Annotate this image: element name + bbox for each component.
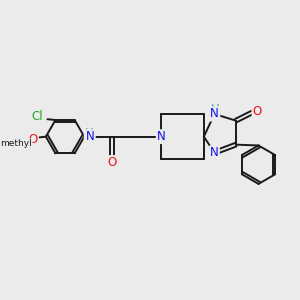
Text: Cl: Cl [32,110,44,123]
Text: N: N [86,130,95,143]
Text: N: N [157,130,166,143]
Text: methyl: methyl [0,139,32,148]
Text: H: H [211,103,219,116]
Text: O: O [29,133,38,146]
Text: O: O [253,105,262,118]
Text: N: N [210,107,219,121]
Text: O: O [107,156,116,169]
Text: N: N [210,146,219,159]
Text: H: H [85,127,94,140]
